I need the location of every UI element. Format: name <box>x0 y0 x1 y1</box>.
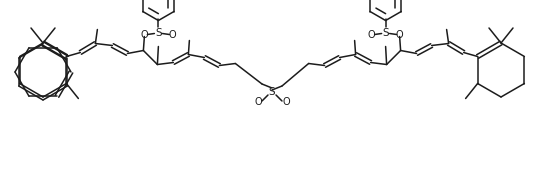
Text: O: O <box>396 29 404 39</box>
Text: O: O <box>169 29 176 39</box>
Text: O: O <box>254 97 262 107</box>
Text: S: S <box>382 27 389 37</box>
Text: O: O <box>140 29 148 39</box>
Text: S: S <box>155 27 162 37</box>
Text: O: O <box>368 29 375 39</box>
Text: O: O <box>282 97 290 107</box>
Text: S: S <box>269 87 275 97</box>
